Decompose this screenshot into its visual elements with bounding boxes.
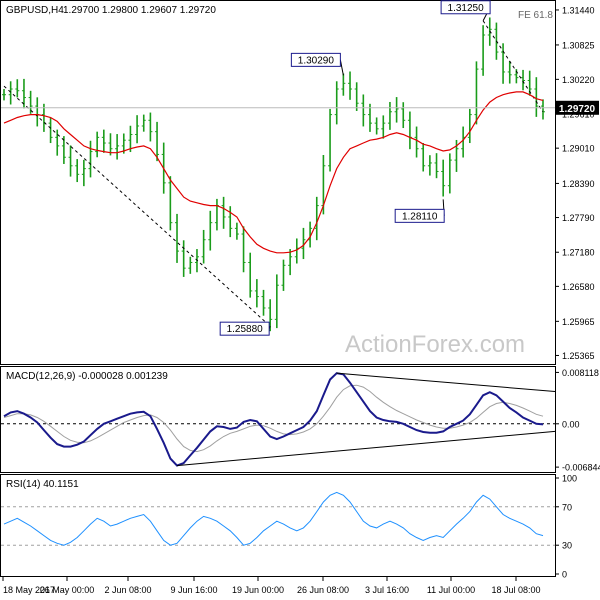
- time-tick-label: 11 Jul 00:00: [427, 585, 475, 595]
- price-panel-frame: [0, 0, 556, 365]
- rsi-tick-label: 30: [562, 541, 572, 551]
- macd-tick-label: 0.00: [562, 419, 580, 429]
- price-tick-label: 1.26580: [562, 282, 595, 292]
- price-tick-label: 1.31440: [562, 5, 595, 15]
- time-tick-label: 19 Jun 00:00: [232, 585, 284, 595]
- time-tick-label: 26 Jun 08:00: [297, 585, 349, 595]
- rsi-line: [3, 491, 544, 546]
- price-axis-ticks: 1.314401.308251.302201.296101.290101.283…: [555, 5, 595, 361]
- time-tick-label: 18 May 2017: [3, 585, 55, 595]
- rsi-tick-label: 70: [562, 502, 572, 512]
- price-tick-label: 1.27180: [562, 248, 595, 258]
- annotation-box: [394, 208, 445, 223]
- annotation-box: [219, 321, 270, 336]
- price-tick-label: 1.28390: [562, 179, 595, 189]
- macd-label: MACD(12,26,9) -0.000028 0.001239: [6, 371, 168, 382]
- price-tick-label: 1.30220: [562, 75, 595, 85]
- price-tick-label: 1.25365: [562, 351, 595, 361]
- annotation-label: 1.30290: [298, 55, 335, 66]
- price-tick-label: 1.25965: [562, 317, 595, 327]
- macd-signal-line: [3, 384, 544, 453]
- annotation-label: 1.25880: [227, 324, 264, 335]
- macd-axis-ticks: 0.008118 0.00 -0.006844: [1, 368, 600, 473]
- macd-trendline: [176, 430, 556, 467]
- macd-panel-frame: [0, 366, 556, 473]
- price-tick-label: 1.30825: [562, 40, 595, 50]
- rsi-axis-ticks: 100 70 30 0: [1, 474, 577, 580]
- macd-main-line: [3, 372, 544, 467]
- macd-trendline: [336, 372, 556, 393]
- current-price-label: 1.29720: [559, 104, 596, 115]
- price-tick-label: 1.27790: [562, 213, 595, 223]
- dashed-trendline: [482, 20, 544, 113]
- macd-tick-label: -0.006844: [562, 463, 600, 473]
- time-tick-label: 18 Jul 08:00: [491, 585, 540, 595]
- annotation-label: 1.28110: [402, 211, 438, 222]
- watermark-text: ActionForex.com: [345, 331, 525, 358]
- fe-label: FE 61.8: [518, 10, 553, 21]
- ohlc-values: 1.29700 1.29800 1.29607 1.29720: [63, 5, 216, 16]
- time-tick-label: 26 May 00:00: [40, 585, 95, 595]
- current-price-box: [555, 100, 599, 115]
- rsi-label: RSI(14) 40.1151: [6, 479, 79, 490]
- time-tick-label: 3 Jul 16:00: [365, 585, 409, 595]
- moving-average-line: [3, 91, 544, 254]
- annotation-box: [440, 0, 491, 15]
- price-trendlines: [3, 20, 544, 327]
- current-price-marker: 1.29720: [1, 100, 599, 115]
- macd-tick-label: 0.008118: [562, 368, 599, 378]
- time-tick-label: 2 Jun 08:00: [104, 585, 151, 595]
- rsi-tick-label: 100: [562, 474, 577, 484]
- rsi-panel-frame: [0, 474, 556, 577]
- time-tick-label: 9 Jun 16:00: [170, 585, 217, 595]
- symbol-label: GBPUSD,H4: [6, 5, 64, 16]
- macd-trendlines: [176, 372, 556, 467]
- annotation-label: 1.31250: [448, 3, 485, 14]
- annotation-box: [290, 52, 341, 67]
- rsi-tick-label: 0: [562, 570, 567, 580]
- price-tick-label: 1.29010: [562, 144, 595, 154]
- price-annotations: 1.25880 1.30290 1.28110 1.31250: [219, 0, 491, 336]
- price-bars: [2, 17, 545, 332]
